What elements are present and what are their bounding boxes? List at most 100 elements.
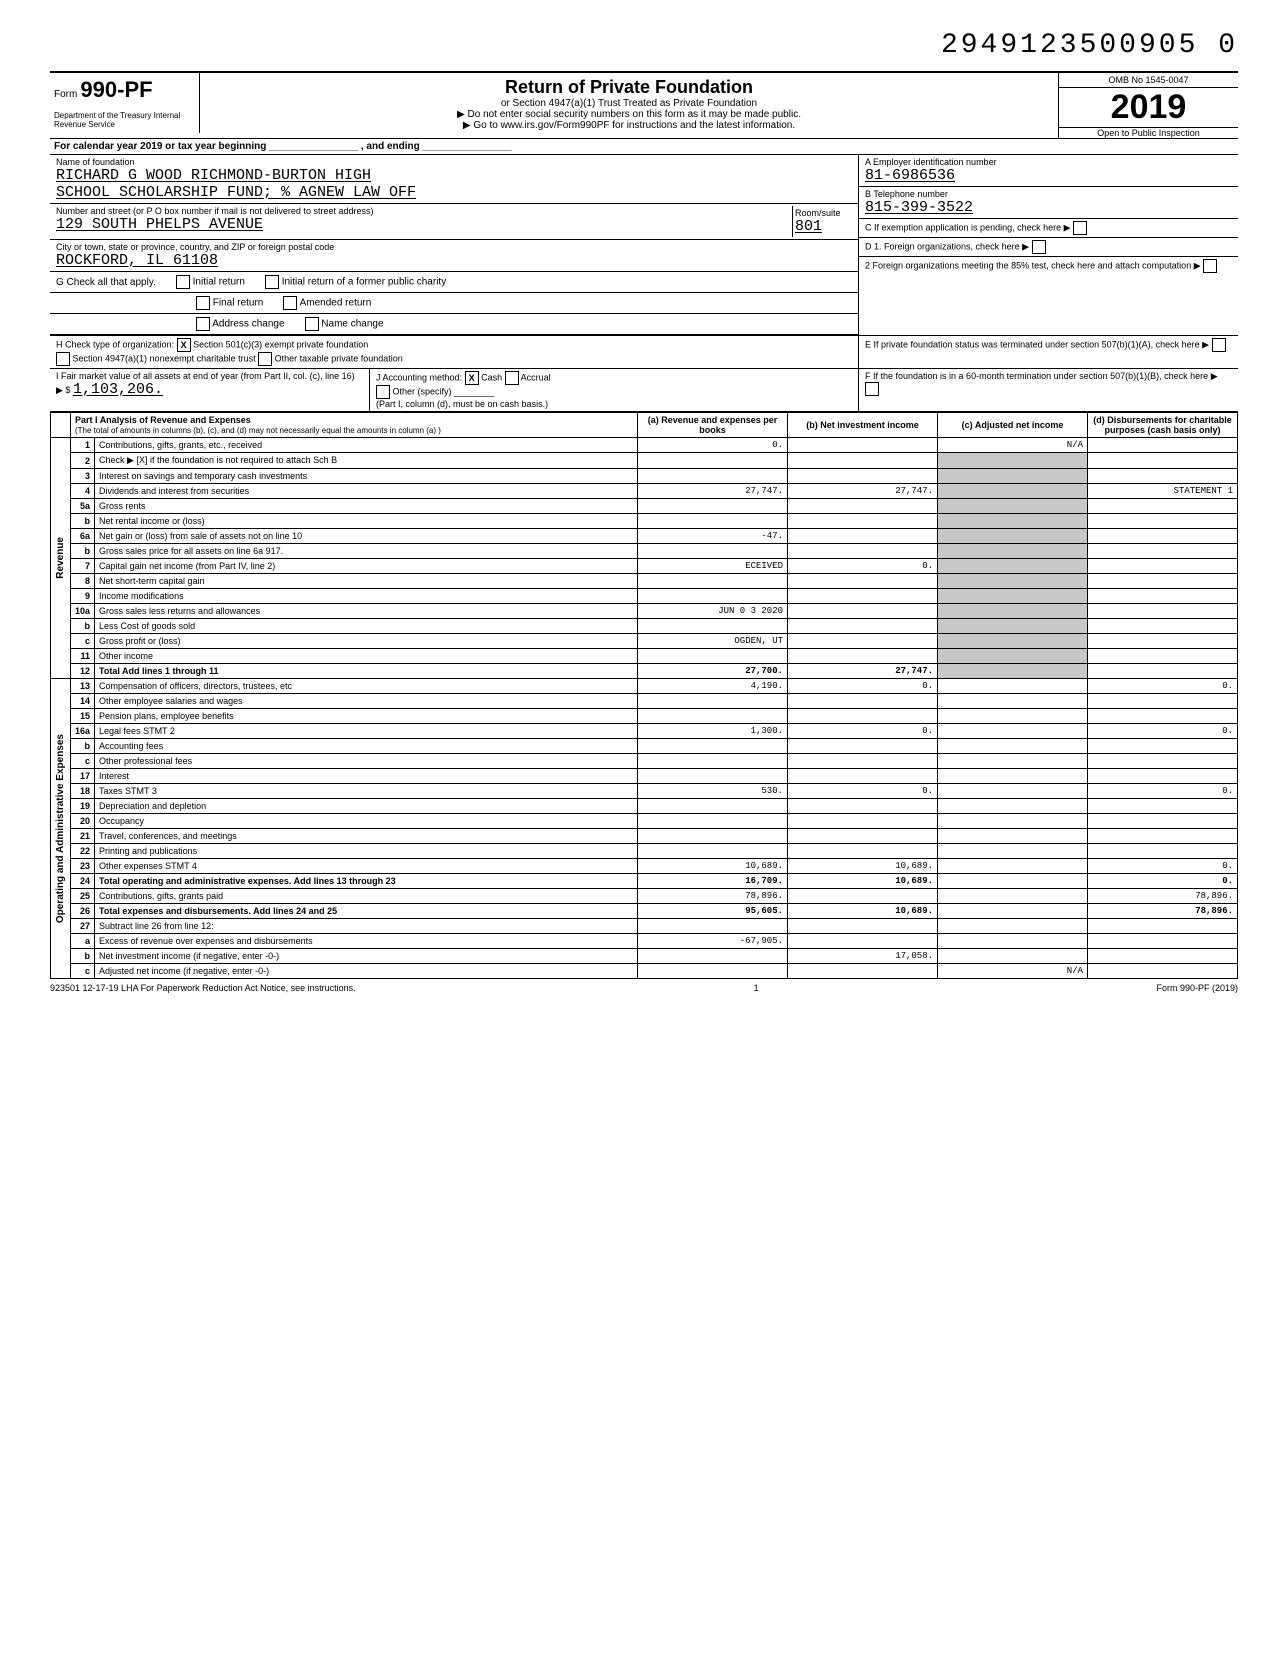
line-number: 14 [71,694,95,709]
col-b [788,514,938,529]
col-c [938,679,1088,694]
line-desc: Interest on savings and temporary cash i… [95,469,638,484]
line-number: 18 [71,784,95,799]
j-label: J Accounting method: [376,372,462,382]
table-row: 24Total operating and administrative exp… [51,874,1238,889]
line-number: 2 [71,453,95,469]
part1-table: Part I Analysis of Revenue and Expenses … [50,412,1238,979]
col-d [1088,499,1238,514]
col-c: N/A [938,438,1088,453]
checkbox-501c3[interactable]: X [177,338,191,352]
col-d: 0. [1088,859,1238,874]
col-a: 10,689. [638,859,788,874]
col-c [938,499,1088,514]
col-a: 27,700. [638,664,788,679]
box-b-label: B Telephone number [865,189,1232,199]
line-number: 11 [71,649,95,664]
line-number: 23 [71,859,95,874]
line-desc: Printing and publications [95,844,638,859]
opt-4947: Section 4947(a)(1) nonexempt charitable … [73,353,256,363]
doc-number: 2949123500905 0 [50,30,1238,61]
col-c [938,649,1088,664]
table-row: 8Net short-term capital gain [51,574,1238,589]
checkbox-accrual[interactable] [505,371,519,385]
col-d [1088,769,1238,784]
table-row: Operating and Administrative Expenses13C… [51,679,1238,694]
col-c: N/A [938,964,1088,979]
col-b [788,739,938,754]
col-a [638,919,788,934]
checkbox-4947[interactable] [56,352,70,366]
checkbox-other-acct[interactable] [376,385,390,399]
table-row: 19Depreciation and depletion [51,799,1238,814]
checkbox-final-return[interactable] [196,296,210,310]
col-a: JUN 0 3 2020 [638,604,788,619]
checkbox-other-tax[interactable] [258,352,272,366]
opt-cash: Cash [481,372,502,382]
box-c: C If exemption application is pending, c… [859,219,1238,238]
checkbox-amended[interactable] [283,296,297,310]
checkbox-d2[interactable] [1203,259,1217,273]
line-desc: Accounting fees [95,739,638,754]
col-a [638,829,788,844]
col-a [638,709,788,724]
col-d: 0. [1088,784,1238,799]
table-row: cAdjusted net income (if negative, enter… [51,964,1238,979]
line-number: 3 [71,469,95,484]
line-desc: Occupancy [95,814,638,829]
checkbox-d1[interactable] [1032,240,1046,254]
line-number: c [71,634,95,649]
name-label: Name of foundation [56,157,852,167]
col-a: 78,896. [638,889,788,904]
line-desc: Check ▶ [X] if the foundation is not req… [95,453,638,469]
form-header: Form 990-PF Department of the Treasury I… [50,71,1238,139]
box-d1: D 1. Foreign organizations, check here ▶ [859,238,1238,257]
street-address: 129 SOUTH PHELPS AVENUE [56,216,792,233]
opt-addr: Address change [212,319,284,330]
opt-other-acct: Other (specify) [393,386,452,396]
line-number: 15 [71,709,95,724]
checkbox-f[interactable] [865,382,879,396]
table-row: 7Capital gain net income (from Part IV, … [51,559,1238,574]
year-box: OMB No 1545-0047 2019 Open to Public Ins… [1058,73,1238,138]
col-d: 0. [1088,724,1238,739]
col-a [638,739,788,754]
col-b [788,574,938,589]
col-d [1088,453,1238,469]
line-desc: Less Cost of goods sold [95,619,638,634]
table-row: 23Other expenses STMT 410,689.10,689.0. [51,859,1238,874]
col-b: 0. [788,559,938,574]
col-d [1088,589,1238,604]
line-number: 7 [71,559,95,574]
checkbox-former-charity[interactable] [265,275,279,289]
j-note: (Part I, column (d), must be on cash bas… [376,399,548,409]
line-number: 19 [71,799,95,814]
line-number: 27 [71,919,95,934]
col-b [788,619,938,634]
line-desc: Total expenses and disbursements. Add li… [95,904,638,919]
checkbox-initial-return[interactable] [176,275,190,289]
line-number: c [71,754,95,769]
col-d [1088,544,1238,559]
title-sub3: ▶ Go to www.irs.gov/Form990PF for instru… [204,120,1054,131]
box-d2: 2 Foreign organizations meeting the 85% … [859,257,1238,275]
col-b: 10,689. [788,874,938,889]
checkbox-c[interactable] [1073,221,1087,235]
table-row: bNet rental income or (loss) [51,514,1238,529]
checkbox-name-change[interactable] [305,317,319,331]
checkbox-cash[interactable]: X [465,371,479,385]
checkbox-e[interactable] [1212,338,1226,352]
title-sub1: or Section 4947(a)(1) Trust Treated as P… [204,98,1054,109]
line-desc: Depreciation and depletion [95,799,638,814]
line-desc: Net rental income or (loss) [95,514,638,529]
col-c [938,874,1088,889]
inspection: Open to Public Inspection [1059,127,1238,138]
col-d [1088,469,1238,484]
col-a [638,589,788,604]
checkbox-address-change[interactable] [196,317,210,331]
line-number: b [71,514,95,529]
col-b [788,649,938,664]
col-c [938,709,1088,724]
table-row: 3Interest on savings and temporary cash … [51,469,1238,484]
line-desc: Contributions, gifts, grants paid [95,889,638,904]
